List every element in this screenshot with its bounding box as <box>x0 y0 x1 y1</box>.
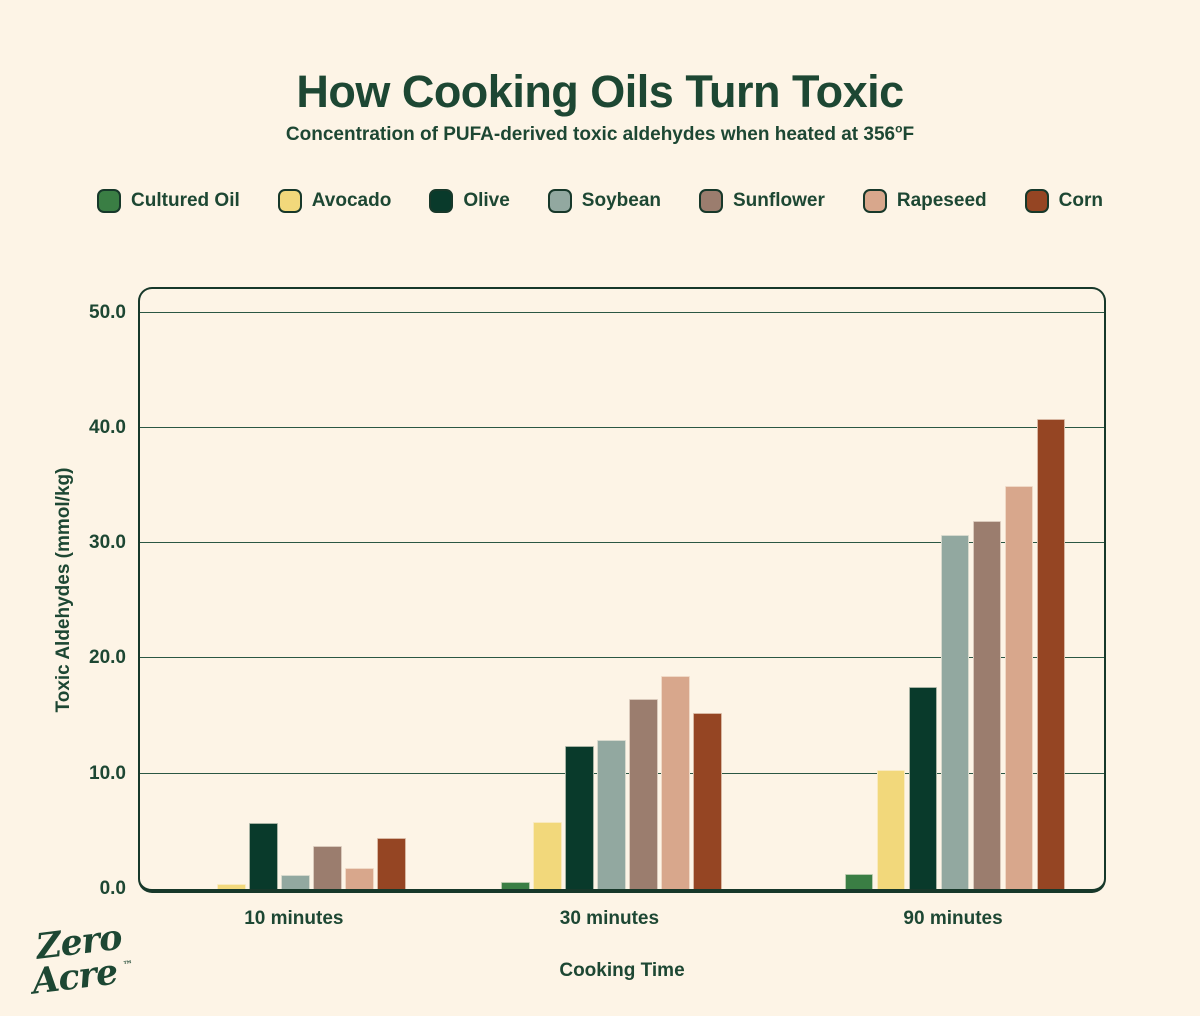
subtitle-text: Concentration of PUFA-derived toxic alde… <box>285 124 896 145</box>
bar-avocado <box>533 822 562 889</box>
bar-olive <box>249 823 279 889</box>
gridline <box>140 311 1104 313</box>
bar-rapeseed <box>661 675 690 889</box>
legend-label: Avocado <box>311 190 392 211</box>
y-tick-label: 0.0 <box>99 878 126 899</box>
legend-swatch <box>862 189 887 213</box>
bar-olive <box>565 746 594 889</box>
legend-swatch <box>277 189 302 213</box>
bar-avocado <box>876 770 906 889</box>
degree-symbol: o <box>895 121 903 136</box>
legend-label: Sunflower <box>733 190 825 211</box>
bar-soybean <box>940 535 970 889</box>
bar-corn <box>377 838 407 889</box>
y-tick-label: 30.0 <box>89 532 126 554</box>
x-tick-label: 90 minutes <box>903 908 1003 929</box>
svg-text:™: ™ <box>122 959 133 971</box>
bar-cultured-oil <box>501 882 530 889</box>
legend-item-rapeseed: Rapeseed <box>862 189 987 213</box>
legend-item-sunflower: Sunflower <box>699 189 825 213</box>
bar-corn <box>1036 418 1066 889</box>
gridline <box>140 657 1104 659</box>
y-tick-label: 40.0 <box>89 416 126 438</box>
legend-label: Olive <box>463 190 510 211</box>
legend-item-avocado: Avocado <box>277 189 392 213</box>
legend-swatch <box>97 189 122 213</box>
x-tick-label: 10 minutes <box>244 908 344 929</box>
bar-avocado <box>217 884 247 889</box>
subtitle-unit: F <box>902 124 915 145</box>
chart-title: How Cooking Oils Turn Toxic <box>296 66 904 117</box>
zero-acre-logo-graphic: Zero Acre ™ <box>27 917 134 1003</box>
bar-sunflower <box>313 846 343 889</box>
bar-olive <box>908 687 938 889</box>
legend-item-corn: Corn <box>1024 189 1103 213</box>
legend-item-cultured-oil: Cultured Oil <box>97 189 240 213</box>
bar-rapeseed <box>345 868 375 889</box>
legend-swatch <box>699 189 723 213</box>
bar-group-10-minutes <box>184 823 408 889</box>
bar-soybean <box>281 875 311 889</box>
plot-area <box>138 287 1106 893</box>
legend-label: Soybean <box>581 190 661 211</box>
bar-soybean <box>597 740 626 889</box>
bar-sunflower <box>972 521 1002 889</box>
legend-label: Corn <box>1058 190 1103 211</box>
y-axis-title: Toxic Aldehydes (mmol/kg) <box>53 467 74 713</box>
y-tick-label: 50.0 <box>89 301 126 323</box>
brand-logo: Zero Acre ™ <box>22 912 134 1013</box>
bar-cultured-oil <box>844 874 874 889</box>
bar-sunflower <box>629 698 658 889</box>
legend-label: Rapeseed <box>896 190 987 211</box>
legend-label: Cultured Oil <box>131 190 240 211</box>
gridline <box>140 542 1104 544</box>
legend: Cultured Oil Avocado Olive Soybean Sunflower… <box>0 189 1200 213</box>
legend-swatch <box>429 189 454 213</box>
legend-swatch <box>1024 189 1049 213</box>
y-tick-label: 10.0 <box>89 762 126 784</box>
bar-rapeseed <box>1004 485 1034 889</box>
bar-group-30-minutes <box>499 675 723 889</box>
legend-swatch <box>547 189 572 213</box>
gridline <box>140 426 1104 428</box>
x-tick-label: 30 minutes <box>559 908 660 929</box>
x-axis-title: Cooking Time <box>559 960 685 981</box>
legend-item-olive: Olive <box>429 189 510 213</box>
bar-corn <box>693 712 722 889</box>
legend-item-soybean: Soybean <box>547 189 661 213</box>
y-tick-label: 20.0 <box>89 647 126 669</box>
bar-group-90-minutes <box>843 418 1067 889</box>
chart-subtitle: Concentration of PUFA-derived toxic alde… <box>0 121 1200 146</box>
